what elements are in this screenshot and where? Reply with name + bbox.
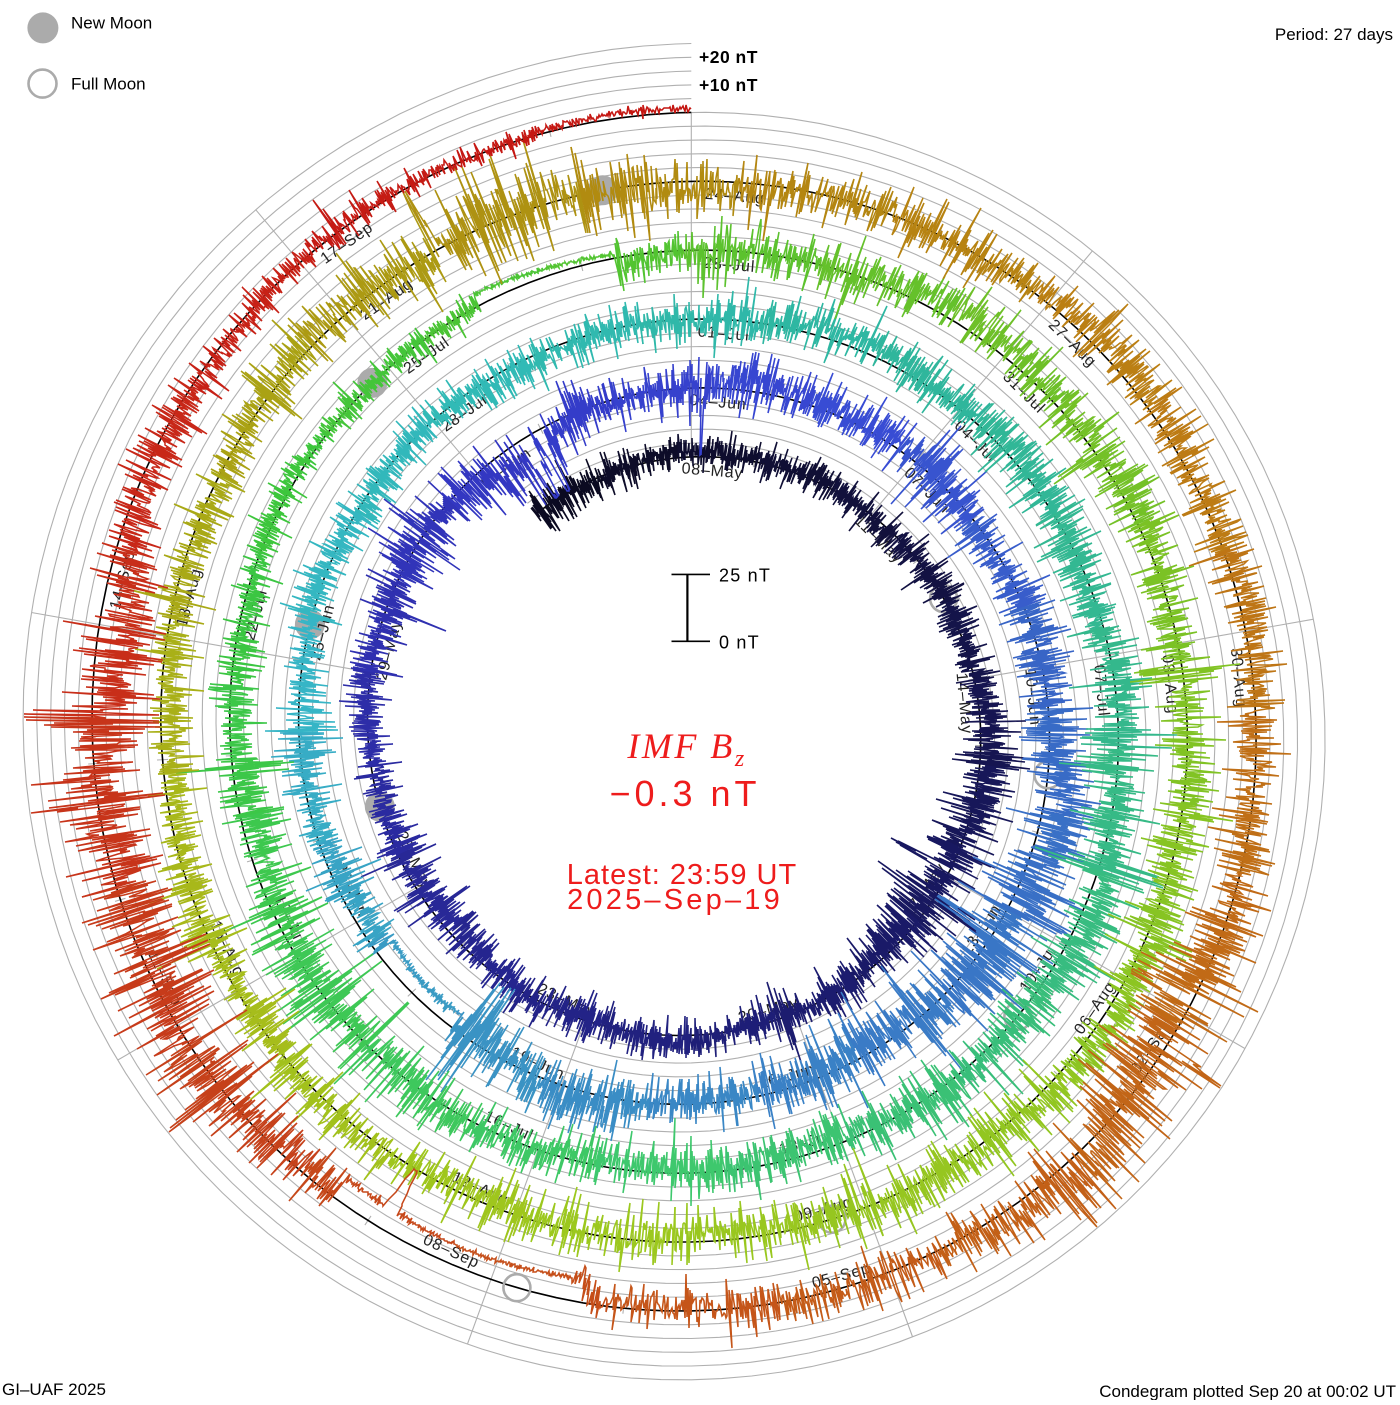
svg-text:25 nT: 25 nT xyxy=(719,566,771,586)
svg-text:0 nT: 0 nT xyxy=(719,633,760,653)
svg-text:+10 nT: +10 nT xyxy=(699,75,758,95)
svg-text:−0.3 nT: −0.3 nT xyxy=(609,773,760,814)
svg-text:Latest: 23:59 UT: Latest: 23:59 UT xyxy=(567,859,797,891)
svg-text:Condegram plotted Sep 20 at 00: Condegram plotted Sep 20 at 00:02 UT xyxy=(1099,1382,1396,1400)
svg-text:IMF Bz: IMF Bz xyxy=(626,726,746,772)
svg-text:GI–UAF 2025: GI–UAF 2025 xyxy=(2,1380,106,1399)
svg-text:Full Moon: Full Moon xyxy=(71,75,146,94)
svg-text:+20 nT: +20 nT xyxy=(699,47,758,67)
svg-text:01–Jul: 01–Jul xyxy=(697,323,750,344)
svg-text:2025–Sep–19: 2025–Sep–19 xyxy=(567,884,783,916)
svg-text:30–Aug: 30–Aug xyxy=(1227,647,1249,708)
svg-text:New Moon: New Moon xyxy=(71,14,152,33)
svg-text:14–May: 14–May xyxy=(952,672,975,735)
svg-text:Period: 27 days: Period: 27 days xyxy=(1275,25,1393,44)
